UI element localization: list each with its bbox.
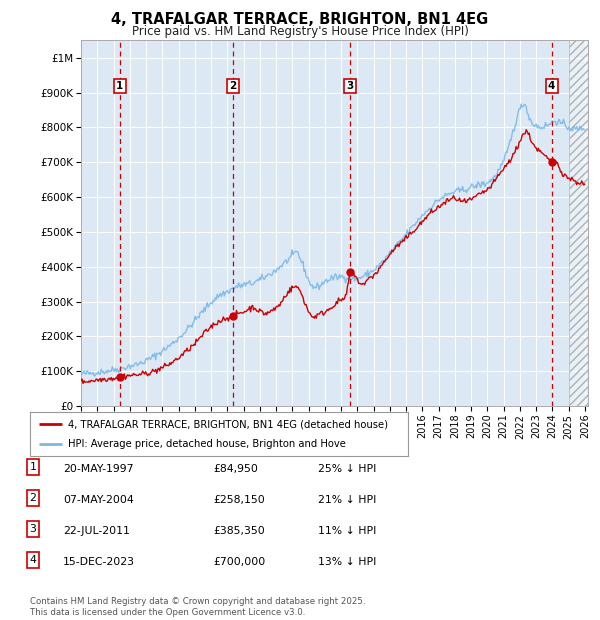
Text: 15-DEC-2023: 15-DEC-2023 bbox=[63, 557, 135, 567]
Text: Price paid vs. HM Land Registry's House Price Index (HPI): Price paid vs. HM Land Registry's House … bbox=[131, 25, 469, 38]
Text: £385,350: £385,350 bbox=[213, 526, 265, 536]
Bar bbox=[569, 40, 588, 406]
Text: £84,950: £84,950 bbox=[213, 464, 258, 474]
Text: £258,150: £258,150 bbox=[213, 495, 265, 505]
Text: 21% ↓ HPI: 21% ↓ HPI bbox=[318, 495, 376, 505]
Text: 4, TRAFALGAR TERRACE, BRIGHTON, BN1 4EG (detached house): 4, TRAFALGAR TERRACE, BRIGHTON, BN1 4EG … bbox=[68, 419, 388, 429]
Text: 11% ↓ HPI: 11% ↓ HPI bbox=[318, 526, 376, 536]
Text: HPI: Average price, detached house, Brighton and Hove: HPI: Average price, detached house, Brig… bbox=[68, 439, 346, 449]
Text: 25% ↓ HPI: 25% ↓ HPI bbox=[318, 464, 376, 474]
Text: Contains HM Land Registry data © Crown copyright and database right 2025.
This d: Contains HM Land Registry data © Crown c… bbox=[30, 598, 365, 617]
Text: 3: 3 bbox=[29, 524, 37, 534]
Text: 1: 1 bbox=[29, 462, 37, 472]
Text: 3: 3 bbox=[346, 81, 353, 91]
Bar bbox=[569, 40, 588, 406]
Text: 2: 2 bbox=[229, 81, 236, 91]
Text: 07-MAY-2004: 07-MAY-2004 bbox=[63, 495, 134, 505]
Text: 2: 2 bbox=[29, 493, 37, 503]
Text: £700,000: £700,000 bbox=[213, 557, 265, 567]
Text: 20-MAY-1997: 20-MAY-1997 bbox=[63, 464, 133, 474]
Text: 13% ↓ HPI: 13% ↓ HPI bbox=[318, 557, 376, 567]
Text: 1: 1 bbox=[116, 81, 124, 91]
Text: 22-JUL-2011: 22-JUL-2011 bbox=[63, 526, 130, 536]
Text: 4: 4 bbox=[548, 81, 555, 91]
Text: 4, TRAFALGAR TERRACE, BRIGHTON, BN1 4EG: 4, TRAFALGAR TERRACE, BRIGHTON, BN1 4EG bbox=[112, 12, 488, 27]
Text: 4: 4 bbox=[29, 555, 37, 565]
